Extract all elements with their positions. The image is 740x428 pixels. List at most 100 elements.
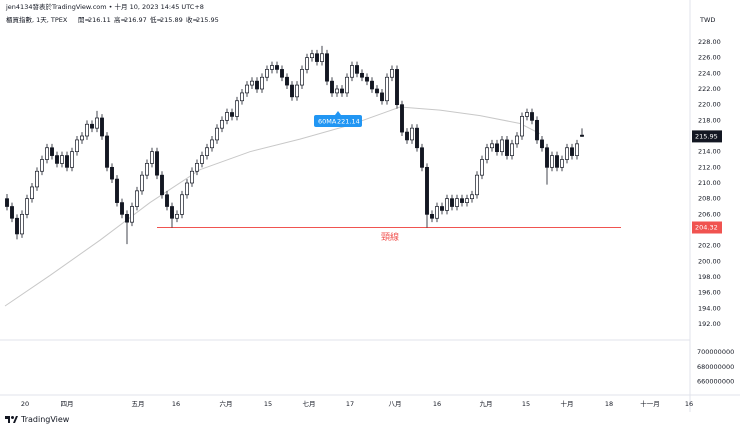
candle xyxy=(130,202,134,227)
candle-body xyxy=(475,174,479,196)
candle xyxy=(245,81,249,97)
neckline-label: 頸線 xyxy=(381,231,399,243)
candle-body xyxy=(240,92,244,102)
candle xyxy=(205,143,209,160)
candle-body xyxy=(235,100,239,117)
candle-body xyxy=(525,112,529,117)
candle-body xyxy=(500,139,504,153)
candle-body xyxy=(205,147,209,156)
candle xyxy=(70,147,74,172)
symbol: 櫃買指數, 1天, TPEX xyxy=(6,15,68,24)
candle-body xyxy=(220,119,224,129)
candle xyxy=(575,139,579,160)
candle xyxy=(290,81,294,101)
candle-body xyxy=(315,53,319,62)
candle xyxy=(450,194,454,211)
candle-body xyxy=(280,69,284,78)
candle-body xyxy=(30,186,34,200)
candle-body xyxy=(255,80,259,90)
x-tick-label: 17 xyxy=(346,400,354,408)
candle-body xyxy=(5,198,9,207)
candle xyxy=(490,139,494,152)
ohlc-value: 215.95 xyxy=(196,16,219,24)
candle-body xyxy=(430,213,434,219)
candle-body xyxy=(330,80,334,94)
candle-body xyxy=(395,69,399,106)
x-tick-label: 16 xyxy=(172,400,180,408)
candle xyxy=(175,210,179,223)
candle xyxy=(30,183,34,203)
candle xyxy=(525,108,529,121)
candle-body xyxy=(510,143,514,156)
candle xyxy=(485,143,489,164)
candle xyxy=(355,61,359,78)
candle-body xyxy=(15,217,19,235)
candle-body xyxy=(470,194,474,200)
candle xyxy=(185,179,189,199)
candle xyxy=(330,77,334,97)
candle xyxy=(480,155,484,180)
ma-line xyxy=(4,106,541,307)
candle xyxy=(545,143,549,185)
logo: TradingView xyxy=(20,415,70,424)
candle xyxy=(510,139,514,160)
candle-body xyxy=(175,213,179,219)
candle-body xyxy=(130,206,134,223)
candle-body xyxy=(35,170,39,188)
ohlc-label: 高= xyxy=(114,15,126,24)
candle xyxy=(395,65,399,109)
candle xyxy=(240,88,244,105)
candle-body xyxy=(335,88,339,94)
candle xyxy=(65,151,69,172)
candle-body xyxy=(245,84,249,94)
candle xyxy=(540,136,544,152)
candle-body xyxy=(295,84,299,98)
candle-body xyxy=(345,76,349,94)
x-tick-label: 五月 xyxy=(132,400,145,408)
candle xyxy=(115,175,119,207)
candle-body xyxy=(355,65,359,74)
y-tick-label: 192.00 xyxy=(698,320,721,328)
candle-body xyxy=(140,174,144,192)
candle-body xyxy=(75,139,79,153)
volume-tick-label: 660000000 xyxy=(697,378,734,386)
candle xyxy=(580,128,584,137)
candle xyxy=(520,112,524,140)
x-tick-label: 九月 xyxy=(480,399,493,408)
candle-body xyxy=(275,65,279,70)
candle-body xyxy=(310,53,314,59)
candle-body xyxy=(490,143,494,149)
candle-body xyxy=(325,53,329,82)
ohlc-label: 開= xyxy=(78,16,90,24)
candle-body xyxy=(290,84,294,98)
candle-body xyxy=(195,163,199,172)
candle-body xyxy=(400,104,404,133)
candle-body xyxy=(95,117,99,129)
y-tick-label: 222.00 xyxy=(698,85,721,93)
y-tick-label: 194.00 xyxy=(698,304,721,312)
candle xyxy=(120,198,124,219)
candle xyxy=(465,194,469,207)
candle xyxy=(430,210,434,223)
candle-body xyxy=(385,76,389,102)
candle-body xyxy=(170,206,174,219)
candle-body xyxy=(100,117,104,137)
y-tick-label: 220.00 xyxy=(698,101,721,109)
candle xyxy=(325,49,329,86)
candle-body xyxy=(210,139,214,149)
candle-body xyxy=(580,134,584,137)
candle xyxy=(220,116,224,133)
ohlc-value: 216.11 xyxy=(88,16,111,24)
candle-body xyxy=(20,213,24,235)
candle xyxy=(335,85,339,97)
candle-body xyxy=(365,76,369,82)
candle xyxy=(50,143,54,160)
candle-body xyxy=(505,139,509,156)
candle-body xyxy=(155,151,159,176)
candle xyxy=(280,65,284,82)
candle xyxy=(155,147,159,180)
candle xyxy=(570,143,574,160)
candle-body xyxy=(115,178,119,203)
candle xyxy=(560,155,564,172)
x-tick-label: 七月 xyxy=(303,399,316,408)
